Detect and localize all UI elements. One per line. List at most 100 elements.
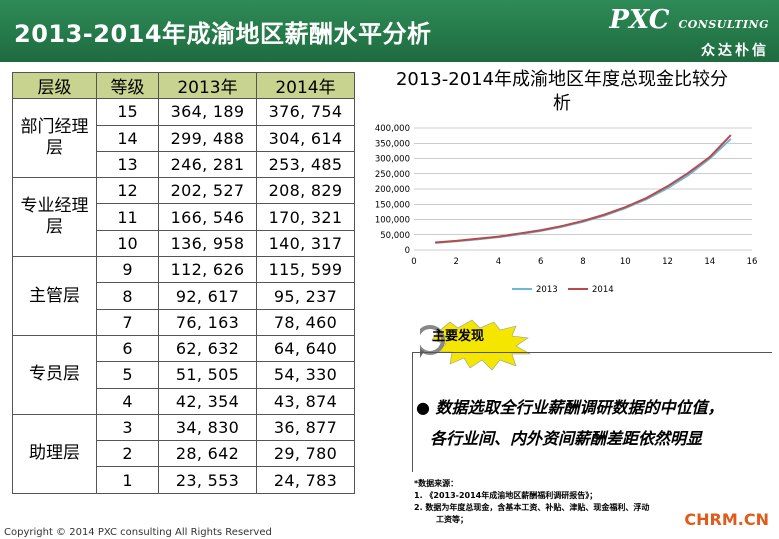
col-header-2014: 2014年 [256,71,355,100]
logo-sub-text: CONSULTING [678,18,769,31]
table-row: 10 136, 958 140, 317 [13,229,355,258]
grade-cell: 2 [96,440,159,468]
logo-main-text: PXC [609,5,670,35]
table-row: 11 166, 546 170, 321 [13,203,355,231]
value-2013-cell: 28, 642 [158,440,257,468]
grade-cell: 9 [96,256,159,284]
grade-cell: 15 [96,98,159,126]
x-tick-label: 0 [411,257,416,267]
findings-badge-label: 主要发现 [432,329,485,344]
notes-heading: *数据来源： [414,479,459,488]
salary-table: 层级 等级 2013年 2014年 部门经理层 15 364, 189 376, 75… [12,71,355,494]
value-2014-cell: 140, 317 [256,229,355,258]
grade-cell: 1 [96,466,159,494]
grade-cell: 3 [96,413,159,442]
value-2013-cell: 23, 553 [158,466,257,494]
y-tick-label: 50,000 [380,231,410,241]
x-tick-label: 14 [704,257,715,267]
x-tick-label: 2 [454,257,459,267]
value-2013-cell: 42, 354 [158,387,257,415]
value-2013-cell: 112, 626 [158,256,257,284]
findings-vertical-line [412,352,413,472]
page-title: 2013-2014年成渝地区薪酬水平分析 [14,20,432,48]
y-tick-label: 200,000 [375,185,410,195]
y-tick-label: 300,000 [375,155,410,165]
table-header-row: 层级 等级 2013年 2014年 [12,71,355,100]
value-2014-cell: 24, 783 [256,466,355,494]
value-2014-cell: 208, 829 [256,177,355,205]
x-tick-label: 6 [538,257,543,267]
y-tick-label: 250,000 [375,170,410,180]
value-2014-cell: 36, 877 [256,413,355,442]
grade-cell: 6 [96,334,159,363]
grade-cell: 5 [96,361,159,389]
y-tick-label: 100,000 [375,216,410,226]
findings-text: ● 数据选取全行业薪酬调研数据的中位值， 各行业间、内外资间薪酬差距依然明显 [416,392,724,454]
value-2014-cell: 29, 780 [256,440,355,468]
value-2014-cell: 115, 599 [256,256,355,284]
y-tick-label: 150,000 [375,200,410,210]
value-2014-cell: 64, 640 [256,334,355,363]
table-row: 1 23, 553 24, 783 [13,466,355,494]
copyright-text: Copyright © 2014 PXC consulting All Righ… [4,527,272,538]
level-group-cell: 专员层 [12,334,97,415]
x-tick-label: 8 [580,257,585,267]
value-2014-cell: 54, 330 [256,361,355,389]
value-2013-cell: 92, 617 [158,282,257,310]
value-2013-cell: 136, 958 [158,229,257,258]
level-group-cell: 专业经理层 [12,177,97,258]
value-2014-cell: 170, 321 [256,203,355,231]
table-row: 专员层 6 62, 632 64, 640 [12,334,355,415]
series-line-2014 [435,134,732,244]
table-row: 部门经理层 15 364, 189 376, 754 [12,98,355,179]
value-2013-cell: 299, 488 [158,124,257,152]
table-row: 助理层 3 34, 830 36, 877 [12,413,355,494]
grade-cell: 14 [96,124,159,152]
y-tick-label: 0 [405,246,410,256]
grade-cell: 4 [96,387,159,415]
table-row: 14 299, 488 304, 614 [13,124,355,152]
findings-line-1-text: 数据选取全行业薪酬调研数据的中位值， [435,398,724,417]
data-source-notes: *数据来源： 1. 《2013-2014年成渝地区薪酬福利调研报告》； 2. 数… [414,478,649,526]
x-tick-label: 12 [662,257,673,267]
value-2013-cell: 51, 505 [158,361,257,389]
col-header-grade: 等级 [96,71,159,100]
col-header-level: 层级 [12,71,97,100]
header-bar: 2013-2014年成渝地区薪酬水平分析 PXC CONSULTING 众达朴信 [0,0,779,62]
grade-cell: 11 [96,203,159,231]
level-group-cell: 主管层 [12,256,97,336]
value-2014-cell: 95, 237 [256,282,355,310]
notes-item-3: 工资等； [436,515,468,524]
pxc-logo: PXC CONSULTING 众达朴信 [609,6,769,60]
chart-title: 2013-2014年成渝地区年度总现金比较分析 [395,69,729,114]
series-line-2013 [435,138,732,244]
grade-cell: 13 [96,150,159,179]
grade-cell: 8 [96,282,159,310]
value-2013-cell: 62, 632 [158,334,257,363]
value-2013-cell: 34, 830 [158,413,257,442]
value-2014-cell: 376, 754 [256,98,355,126]
x-tick-label: 4 [496,257,501,267]
value-2014-cell: 304, 614 [256,124,355,152]
value-2013-cell: 202, 527 [158,177,257,205]
brand-watermark: CHRM.CN [684,510,769,529]
cash-comparison-chart: 0 50,000 100,000 150,000 200,000 250,000 300,0… [375,124,758,295]
legend-label-2013: 2013 [536,285,558,295]
table-row: 专业经理层 12 202, 527 208, 829 [12,177,355,258]
grade-cell: 10 [96,229,159,258]
findings-divider [412,352,772,353]
value-2013-cell: 246, 281 [158,150,257,179]
table-row: 4 42, 354 43, 874 [13,387,355,415]
table-row: 2 28, 642 29, 780 [13,440,355,468]
level-group-cell: 助理层 [12,413,97,494]
logo-cn-text: 众达朴信 [701,43,769,59]
legend-label-2014: 2014 [592,285,614,295]
x-tick-label: 16 [747,257,758,267]
findings-line-1: ● 数据选取全行业薪酬调研数据的中位值， [416,398,724,417]
y-tick-label: 400,000 [375,124,410,134]
findings-line-2: 各行业间、内外资间薪酬差距依然明显 [430,429,703,448]
table-row: 7 76, 163 78, 460 [13,308,355,336]
value-2014-cell: 78, 460 [256,308,355,336]
grade-cell: 7 [96,308,159,336]
value-2014-cell: 43, 874 [256,387,355,415]
